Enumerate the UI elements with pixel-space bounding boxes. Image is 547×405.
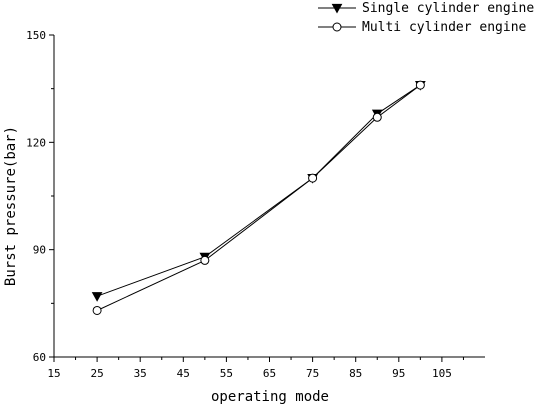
series-2 — [92, 80, 425, 315]
legend-marker — [331, 3, 343, 14]
x-tick-label: 95 — [392, 367, 405, 380]
legend-marker — [332, 22, 342, 32]
legend-item: Multi cylinder engine — [318, 20, 527, 35]
data-point — [200, 255, 210, 265]
legend-label: Single cylinder engine — [362, 1, 534, 16]
x-tick-label: 45 — [177, 367, 190, 380]
data-point — [308, 173, 318, 183]
x-ticks: 15 25 35 45 55 65 75 85 95 105 — [47, 357, 464, 380]
x-tick-label: 25 — [90, 367, 103, 380]
x-tick-label: 85 — [349, 367, 362, 380]
y-tick-label: 60 — [33, 351, 46, 364]
data-point — [372, 112, 382, 122]
y-tick-label: 150 — [26, 29, 46, 42]
x-tick-label: 65 — [263, 367, 276, 380]
x-tick-label: 35 — [134, 367, 147, 380]
y-ticks: 60 90 120 150 — [26, 29, 54, 364]
x-axis-label: operating mode — [211, 389, 329, 405]
x-tick-label: 55 — [220, 367, 233, 380]
y-axis-label: Burst pressure(bar) — [3, 126, 19, 286]
legend-item: Single cylinder engine — [318, 1, 534, 16]
legend: Single cylinder engine Multi cylinder eng… — [318, 1, 534, 35]
x-tick-label: 105 — [432, 367, 452, 380]
y-tick-label: 90 — [33, 244, 46, 257]
legend-label: Multi cylinder engine — [362, 20, 527, 35]
x-tick-label: 15 — [47, 367, 60, 380]
data-point — [92, 305, 102, 315]
data-point — [415, 80, 425, 90]
data-point — [91, 292, 103, 302]
x-tick-label: 75 — [306, 367, 319, 380]
y-tick-label: 120 — [26, 136, 46, 149]
series-line — [96, 84, 421, 297]
series-layer — [91, 80, 426, 315]
